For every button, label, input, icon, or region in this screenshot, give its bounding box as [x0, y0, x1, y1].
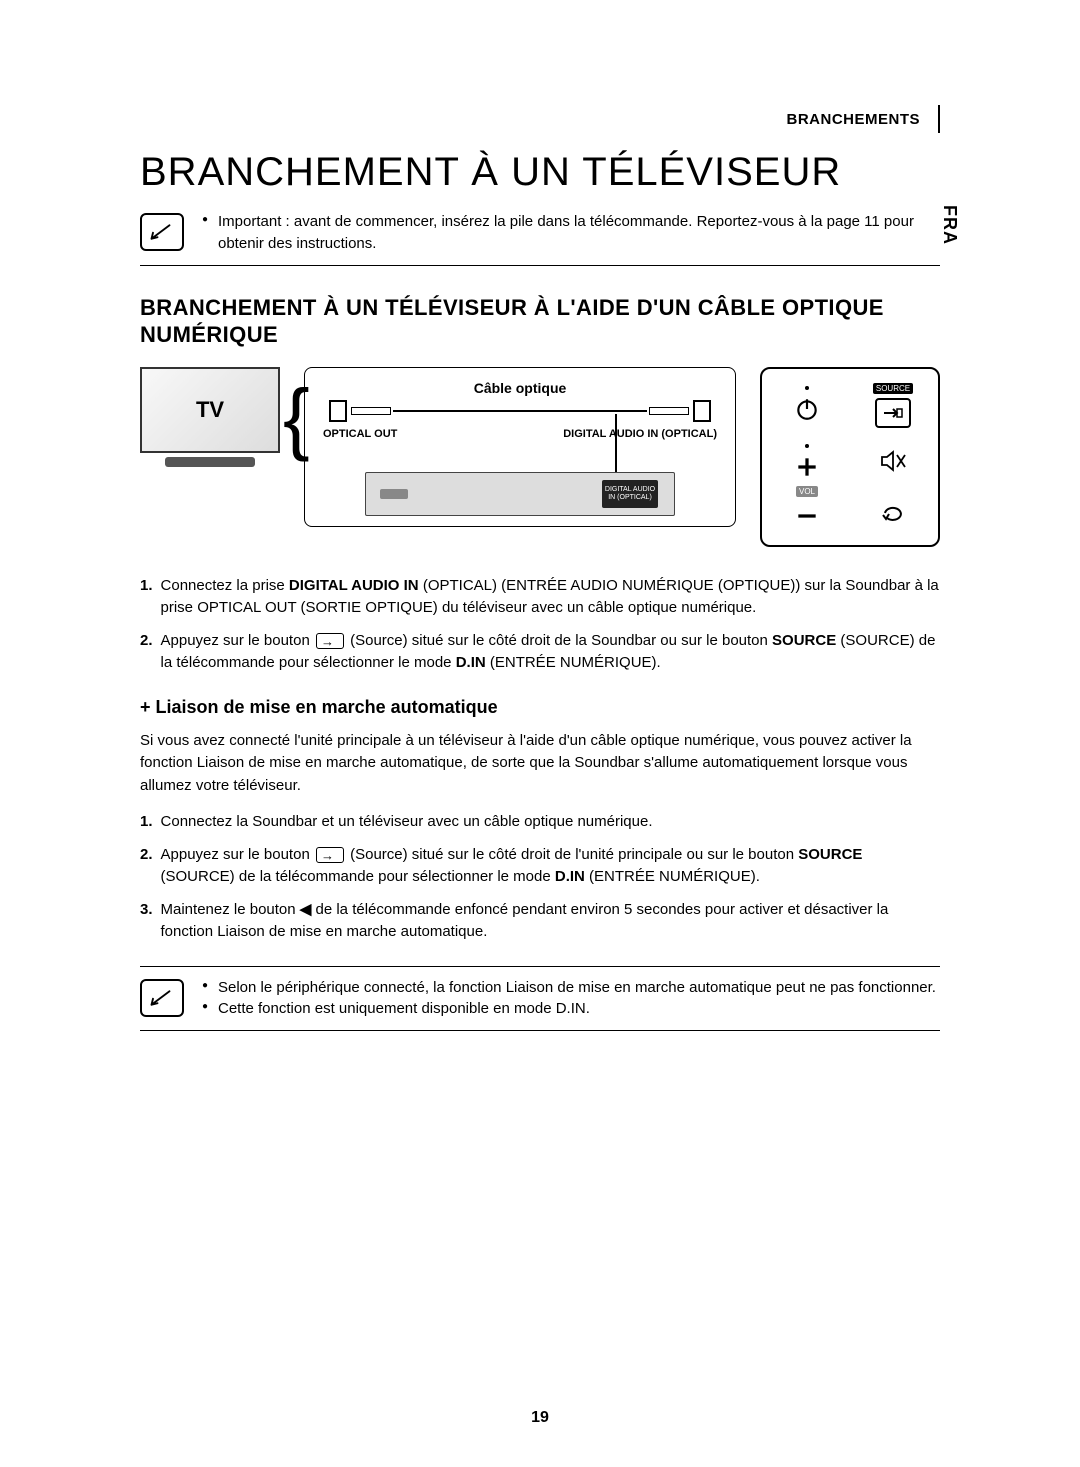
port-in-label: DIGITAL AUDIO IN (OPTICAL) — [563, 428, 717, 441]
source-inline-icon — [316, 847, 344, 863]
tv-illustration: TV — [140, 367, 280, 467]
step-text: Maintenez le bouton ◀ de la télécommande… — [161, 899, 940, 944]
step-text: Appuyez sur le bouton (Source) situé sur… — [161, 630, 940, 675]
steps-a: 1. Connectez la prise DIGITAL AUDIO IN (… — [140, 575, 940, 675]
step-text: Connectez la Soundbar et un téléviseur a… — [161, 811, 940, 834]
page-number: 19 — [0, 1409, 1080, 1427]
cable-label: Câble optique — [321, 380, 719, 396]
section-title: BRANCHEMENT À UN TÉLÉVISEUR À L'AIDE D'U… — [140, 294, 940, 349]
vol-up-icon — [789, 452, 825, 482]
subsection-title: Liaison de mise en marche automatique — [140, 697, 940, 718]
note-footer: Selon le périphérique connecté, la fonct… — [140, 966, 940, 1032]
repeat-icon — [875, 498, 911, 528]
remote-illustration: SOURCE VOL — [760, 367, 940, 547]
note-icon — [140, 213, 184, 251]
power-icon — [789, 394, 825, 424]
step-text: Connectez la prise DIGITAL AUDIO IN (OPT… — [161, 575, 940, 620]
header-breadcrumb: BRANCHEMENTS — [787, 105, 941, 133]
step-text: Appuyez sur le bouton (Source) situé sur… — [161, 844, 940, 889]
note-text: Important : avant de commencer, insérez … — [202, 211, 940, 255]
source-inline-icon — [316, 633, 344, 649]
connection-diagram: TV { Câble optique OPTICAL OUT DIGITAL A… — [140, 367, 940, 547]
source-label: SOURCE — [873, 383, 913, 394]
mute-icon — [875, 446, 911, 476]
breadcrumb-text: BRANCHEMENTS — [787, 111, 921, 128]
language-tab: FRA — [939, 205, 960, 245]
left-arrow-icon: ◀ — [300, 901, 312, 918]
tv-label: TV — [196, 397, 224, 423]
brace-icon: { — [283, 388, 310, 448]
port-out-label: OPTICAL OUT — [323, 428, 397, 441]
step-number: 2. — [140, 630, 153, 653]
step-number: 2. — [140, 844, 153, 867]
cable-diagram: { Câble optique OPTICAL OUT DIGITAL AUDI… — [304, 367, 736, 527]
soundbar-illustration: DIGITAL AUDIO IN (OPTICAL) — [365, 472, 675, 516]
auto-intro: Si vous avez connecté l'unité principale… — [140, 730, 940, 798]
vol-label: VOL — [796, 486, 818, 497]
source-icon — [875, 398, 911, 428]
note-icon — [140, 979, 184, 1017]
vol-down-icon — [789, 501, 825, 531]
step-number: 1. — [140, 575, 153, 598]
page-title: BRANCHEMENT À UN TÉLÉVISEUR — [140, 150, 940, 195]
step-number: 1. — [140, 811, 153, 834]
note-text: Cette fonction est uniquement disponible… — [202, 998, 936, 1020]
note-text: Selon le périphérique connecté, la fonct… — [202, 977, 936, 999]
step-number: 3. — [140, 899, 153, 922]
note-important: Important : avant de commencer, insérez … — [140, 211, 940, 266]
steps-b: 1. Connectez la Soundbar et un téléviseu… — [140, 811, 940, 944]
soundbar-port-label: DIGITAL AUDIO IN (OPTICAL) — [602, 480, 658, 508]
